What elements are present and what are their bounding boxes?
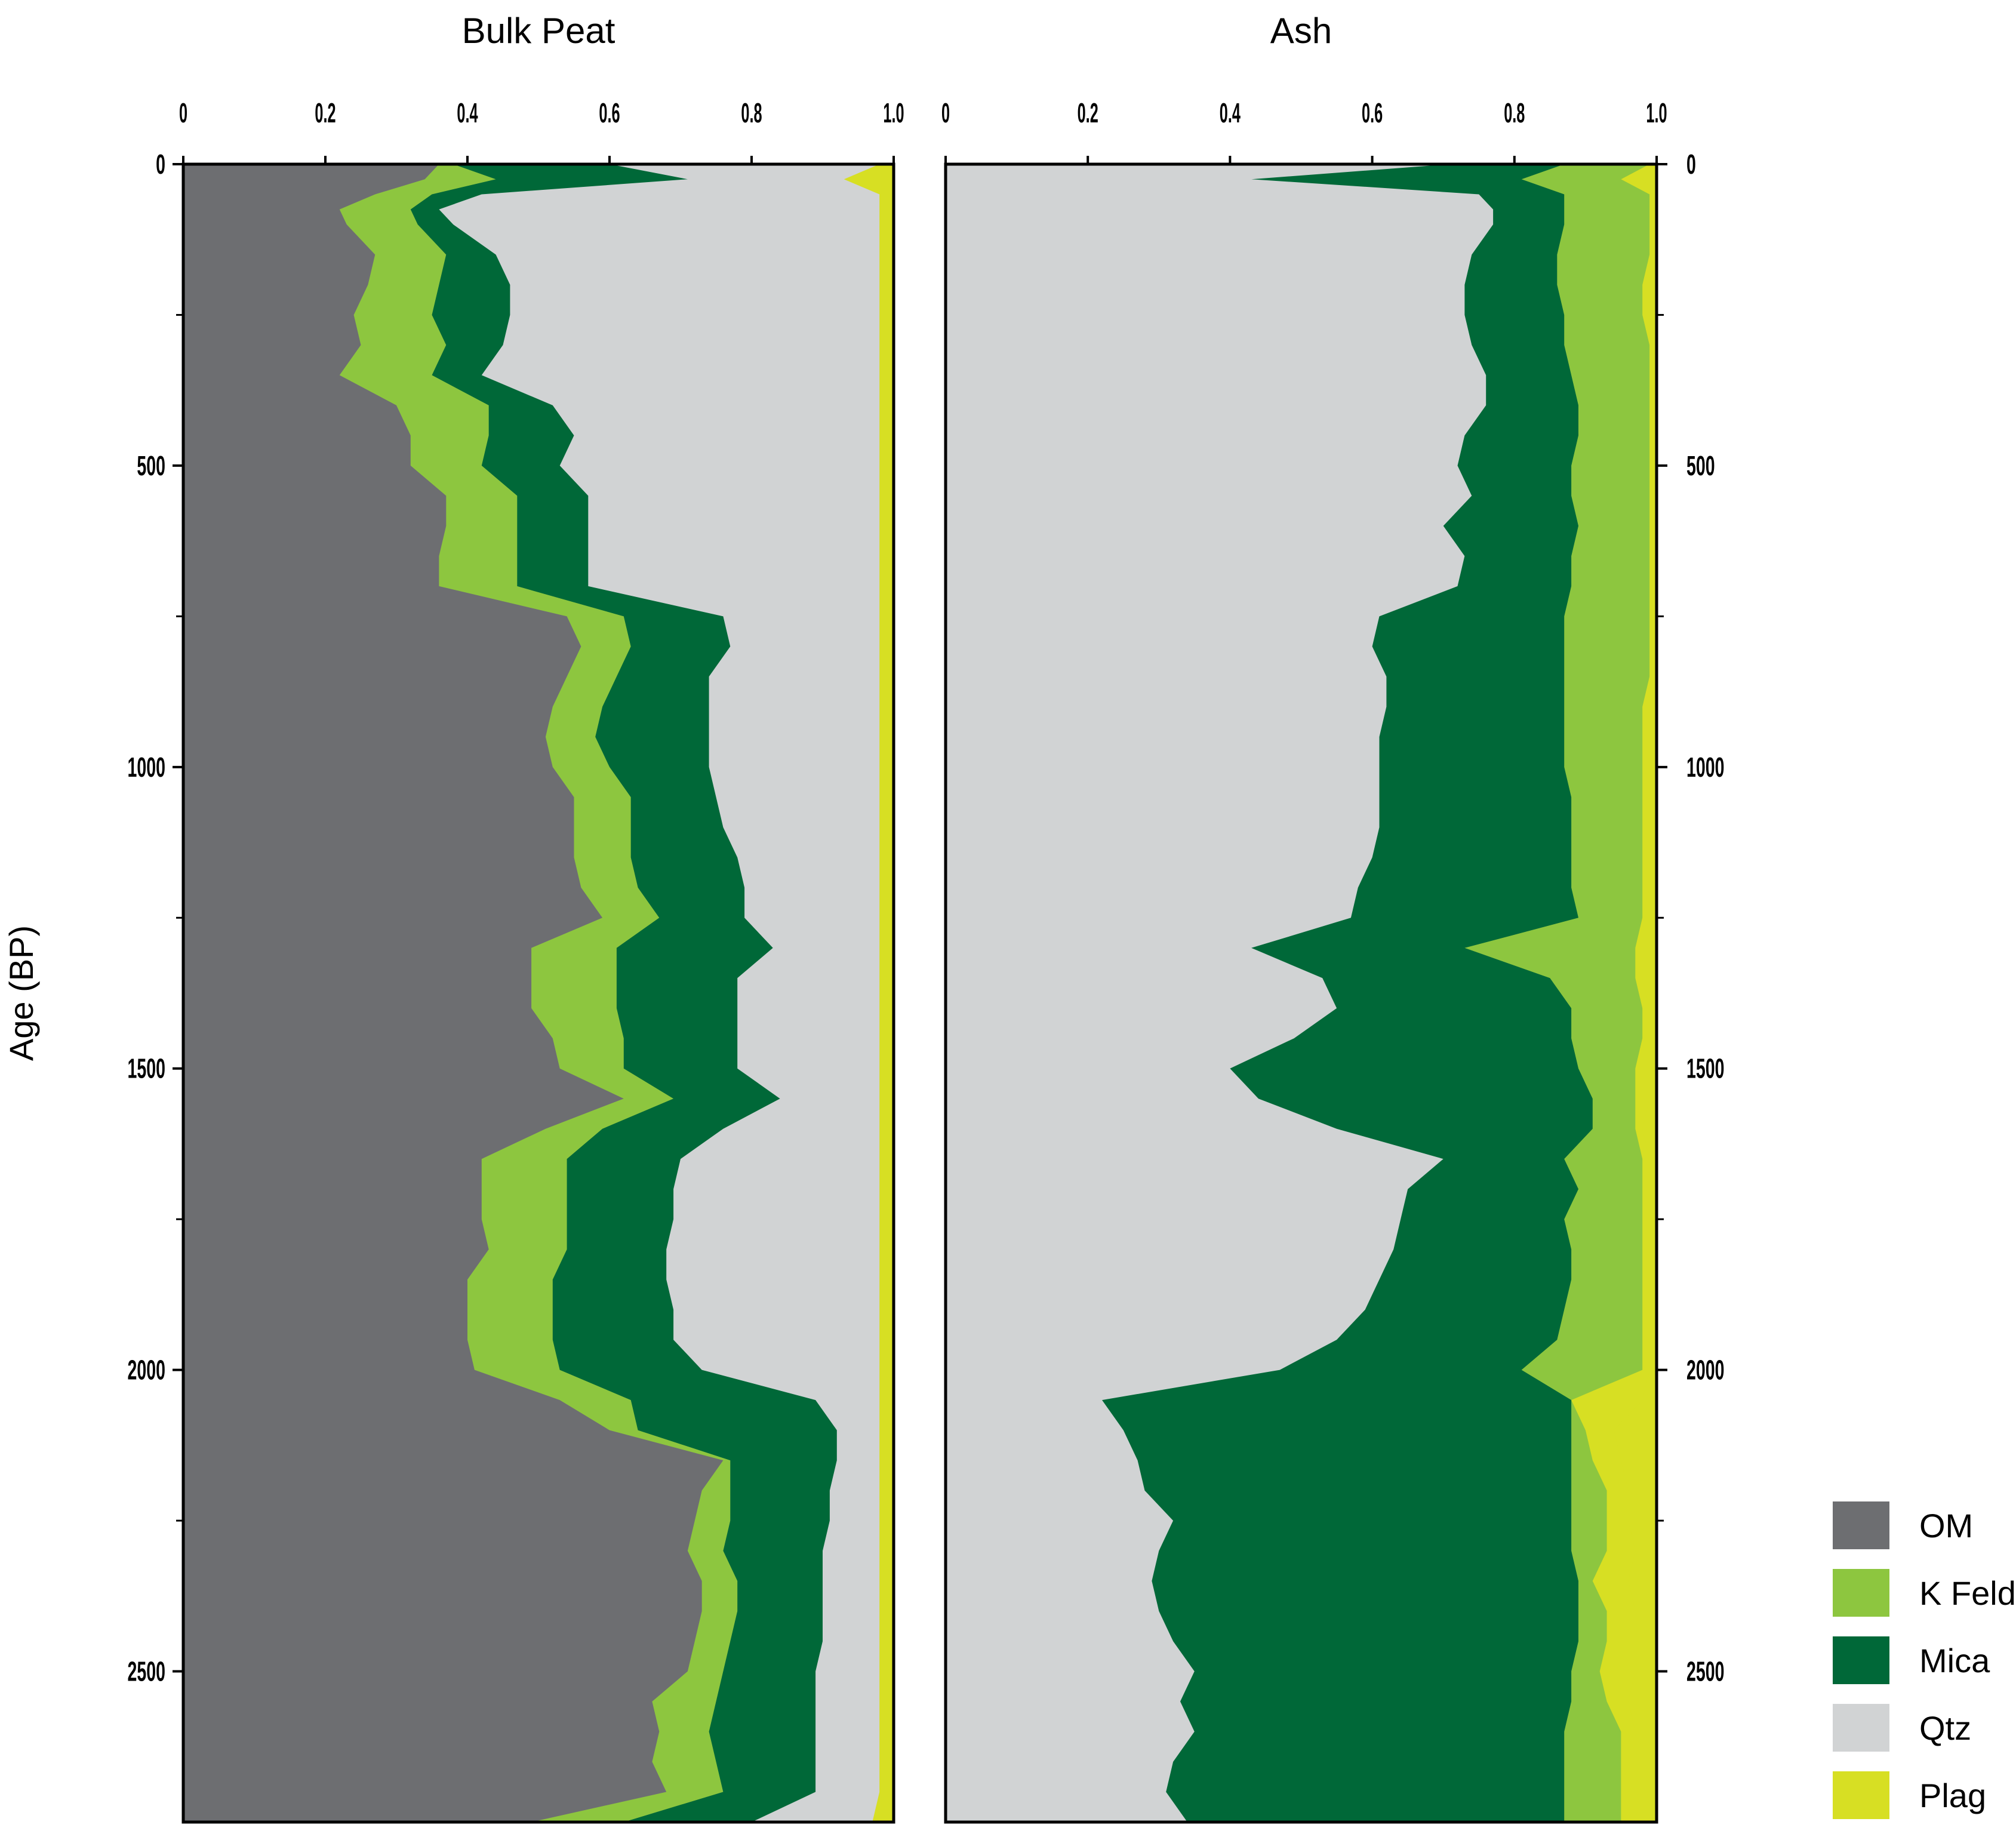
legend-swatch-k-feld	[1833, 1569, 1889, 1617]
bulk-peat-x-tick-label: 0.4	[457, 97, 478, 128]
y-axis-title: Age (BP)	[2, 925, 40, 1061]
ash-y-tick-label: 2000	[1686, 1355, 1724, 1386]
bulk-peat-x-tick-label: 1.0	[883, 97, 904, 128]
legend-label-qtz: Qtz	[1919, 1709, 1971, 1747]
ash-y-tick-label: 1500	[1686, 1054, 1724, 1085]
legend-label-om: OM	[1919, 1507, 1973, 1544]
legend-label-plag: Plag	[1919, 1777, 1986, 1814]
bulk-peat-panel-title: Bulk Peat	[462, 11, 615, 51]
legend-swatch-om	[1833, 1501, 1889, 1549]
legend-label-mica: Mica	[1919, 1642, 1990, 1679]
ash-frame	[944, 162, 1658, 1824]
bulk-peat-y-tick-label: 0	[156, 149, 165, 180]
bulk-peat-y-tick-label: 2000	[128, 1355, 165, 1386]
bulk-peat-band-om	[183, 164, 724, 1822]
bulk-peat-frame	[181, 162, 895, 1824]
bulk-peat-y-tick-label: 2500	[128, 1657, 165, 1688]
ash-x-tick-label: 0.4	[1220, 97, 1241, 128]
legend-swatch-mica	[1833, 1636, 1889, 1684]
legend-swatch-plag	[1833, 1771, 1889, 1819]
bulk-peat-x-tick-label: 0	[179, 97, 187, 128]
bulk-peat-y-tick-label: 1000	[128, 752, 165, 783]
ash-x-tick-label: 0	[941, 97, 950, 128]
ash-x-tick-label: 1.0	[1646, 97, 1667, 128]
ash-y-tick-label: 500	[1686, 451, 1715, 482]
ash-x-tick-label: 0.8	[1504, 97, 1525, 128]
ash-x-tick-label: 0.2	[1078, 97, 1098, 128]
ash-y-tick-label: 2500	[1686, 1657, 1724, 1688]
ash-band-qtz	[946, 164, 1494, 1822]
ash-x-tick-label: 0.6	[1362, 97, 1383, 128]
ash-panel-title: Ash	[1270, 11, 1332, 51]
ash-y-tick-label: 1000	[1686, 752, 1724, 783]
bulk-peat-y-tick-label: 500	[137, 451, 165, 482]
bulk-peat-x-tick-label: 0.8	[741, 97, 762, 128]
bulk-peat-x-tick-label: 0.6	[599, 97, 620, 128]
legend-swatch-qtz	[1833, 1704, 1889, 1752]
ash-y-tick-label: 0	[1686, 149, 1696, 180]
bulk-peat-x-tick-label: 0.2	[315, 97, 336, 128]
legend-label-k-feld: K Feld	[1919, 1574, 2016, 1612]
bulk-peat-y-tick-label: 1500	[128, 1054, 165, 1085]
